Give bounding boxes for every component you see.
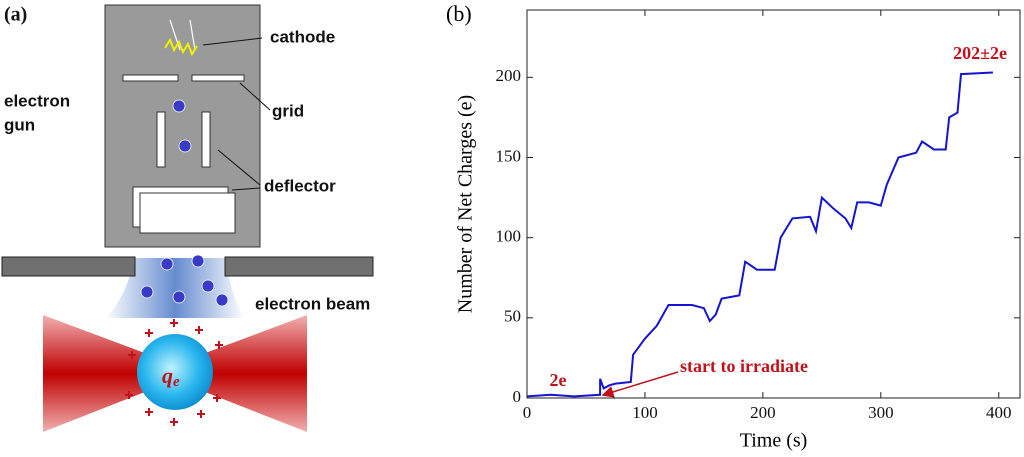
y-tick-label: 100 — [496, 227, 522, 246]
gun-label: gun — [4, 115, 35, 134]
deflector-label: deflector — [264, 176, 336, 195]
y-tick-label: 50 — [504, 307, 521, 326]
laser-right — [200, 315, 307, 432]
plate — [1, 256, 136, 277]
anode — [139, 192, 236, 234]
plus-signs — [125, 319, 223, 426]
data-line — [526, 71, 993, 398]
grid-label: grid — [272, 101, 304, 120]
diagram: (a) qe cathode grid electron gun deflect… — [1, 4, 374, 432]
laser-left — [43, 315, 150, 432]
cathode-wire — [169, 19, 196, 51]
particle — [137, 334, 213, 410]
beam-label: electron beam — [255, 294, 370, 313]
panel-label: (a) — [4, 4, 27, 26]
cathode-label: cathode — [270, 27, 335, 46]
grid-plate — [191, 74, 245, 82]
charge-sub: e — [173, 374, 180, 390]
annotation-arrow — [601, 371, 679, 398]
leader — [202, 37, 263, 46]
leader — [217, 149, 261, 186]
annotation-start: start to irradiate — [680, 356, 808, 376]
deflector-plate — [201, 111, 211, 168]
x-tick-label: 200 — [750, 403, 776, 422]
leader — [231, 187, 261, 191]
y-tick-label: 200 — [496, 66, 522, 85]
x-axis-label: Time (s) — [740, 430, 808, 452]
y-tick-label: 150 — [496, 146, 522, 165]
y-tick-label: 0 — [513, 387, 522, 406]
annotation-initial: 2e — [550, 370, 567, 390]
panel-label: (b) — [446, 1, 472, 26]
x-tick-label: 300 — [868, 403, 894, 422]
grid-plate — [122, 74, 179, 82]
electrons — [140, 99, 229, 307]
electron-beam — [105, 258, 245, 318]
gun-label: electron — [4, 91, 70, 110]
leader — [239, 82, 271, 111]
chart: (b) 0 50 100 150 200 0 100 200 300 400 Time (s) Numb… — [446, 1, 1021, 452]
plot-frame — [526, 9, 1021, 399]
charge-q: q — [162, 363, 173, 388]
y-axis-label: Number of Net Charges (e) — [455, 95, 477, 313]
x-tick-label: 100 — [632, 403, 658, 422]
x-tick-label: 0 — [523, 403, 532, 422]
annotation-final: 202±2e — [953, 43, 1007, 63]
plate — [224, 256, 374, 277]
cathode-filament — [164, 37, 198, 57]
x-tick-label: 400 — [986, 403, 1012, 422]
charge-symbol: qe — [162, 363, 180, 390]
deflector-plate — [156, 111, 166, 168]
